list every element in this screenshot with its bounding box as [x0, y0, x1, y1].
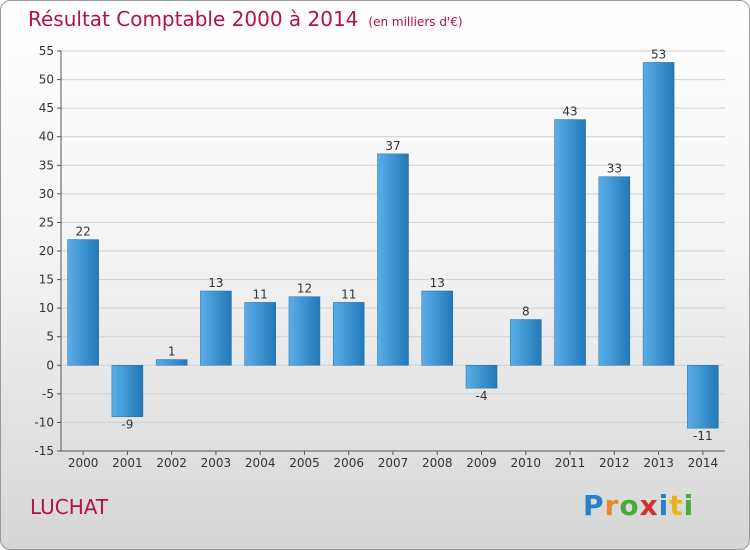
bar: [642, 62, 675, 366]
y-tick-label: -5: [42, 387, 54, 401]
data-label: 53: [651, 47, 666, 61]
x-tick-label: 2009: [466, 456, 497, 470]
x-tick-label: 2000: [68, 456, 99, 470]
bars: [67, 62, 719, 429]
x-tick-label: 2004: [245, 456, 276, 470]
y-tick-label: 55: [39, 44, 54, 58]
proxiti-logo: Proxiti: [583, 489, 695, 522]
data-label: 11: [341, 287, 356, 301]
y-tick-label: 35: [39, 158, 54, 172]
y-tick-label: -10: [34, 415, 54, 429]
bar: [554, 119, 586, 366]
y-tick-label: 50: [39, 73, 54, 87]
bar: [155, 359, 188, 366]
data-label: 43: [562, 105, 577, 119]
x-tick-label: 2007: [378, 456, 409, 470]
y-tick-label: 0: [46, 358, 54, 372]
bar: [377, 153, 409, 366]
data-label: 13: [430, 276, 445, 290]
x-tick-label: 2008: [422, 456, 453, 470]
y-tick-label: 30: [39, 187, 54, 201]
data-label: 22: [75, 225, 90, 239]
bar: [332, 302, 365, 366]
data-label: 8: [522, 305, 530, 319]
x-tick-label: 2014: [688, 456, 719, 470]
x-tick-label: 2010: [511, 456, 542, 470]
axes: [57, 50, 725, 455]
bar: [67, 239, 99, 366]
chart-title: Résultat Comptable 2000 à 2014 (en millie…: [28, 7, 463, 31]
data-label: 33: [607, 162, 622, 176]
x-tick-label: 2002: [156, 456, 187, 470]
data-label: -11: [693, 429, 713, 443]
y-tick-label: 25: [39, 215, 54, 229]
x-tick-label: 2005: [289, 456, 320, 470]
bar: [421, 290, 454, 366]
bar: [111, 365, 144, 417]
bar: [598, 176, 631, 366]
bar: [687, 365, 719, 429]
x-tick-label: 2013: [643, 456, 674, 470]
data-label: -9: [121, 418, 133, 432]
bar: [244, 302, 276, 366]
x-tick-label: 2001: [112, 456, 143, 470]
commune-name: LUCHAT: [30, 495, 109, 519]
data-labels: 22 -9 1 13 11 12 11 37 13 -4 8 43 33 53 -11: [75, 47, 712, 443]
bar: [288, 296, 321, 366]
chart-unit: (en milliers d'€): [368, 15, 463, 29]
data-label: 13: [208, 276, 223, 290]
y-tick-label: 40: [39, 130, 54, 144]
x-tick-label: 2011: [555, 456, 586, 470]
bar: [510, 319, 542, 366]
data-label: 37: [385, 139, 400, 153]
data-label: 12: [297, 282, 312, 296]
y-tick-label: 15: [39, 273, 54, 287]
y-tick-label: 45: [39, 101, 54, 115]
data-label: 1: [168, 345, 176, 359]
x-tick-label: 2003: [201, 456, 232, 470]
data-label: -4: [476, 389, 488, 403]
chart-title-text: Résultat Comptable 2000 à 2014: [28, 7, 359, 31]
y-tick-label: 20: [39, 244, 54, 258]
y-tick-label: -15: [34, 444, 54, 458]
bar: [465, 365, 498, 389]
bar: [200, 290, 232, 366]
x-tick-label: 2012: [599, 456, 630, 470]
x-tick-label: 2006: [333, 456, 364, 470]
y-tick-label: 5: [46, 330, 54, 344]
tick-labels: -15 -10 -5 0 5 10 15 20 25 30 35 40 45 50 55 2000 2001 20…: [34, 44, 718, 470]
y-tick-label: 10: [39, 301, 54, 315]
data-label: 11: [253, 287, 268, 301]
